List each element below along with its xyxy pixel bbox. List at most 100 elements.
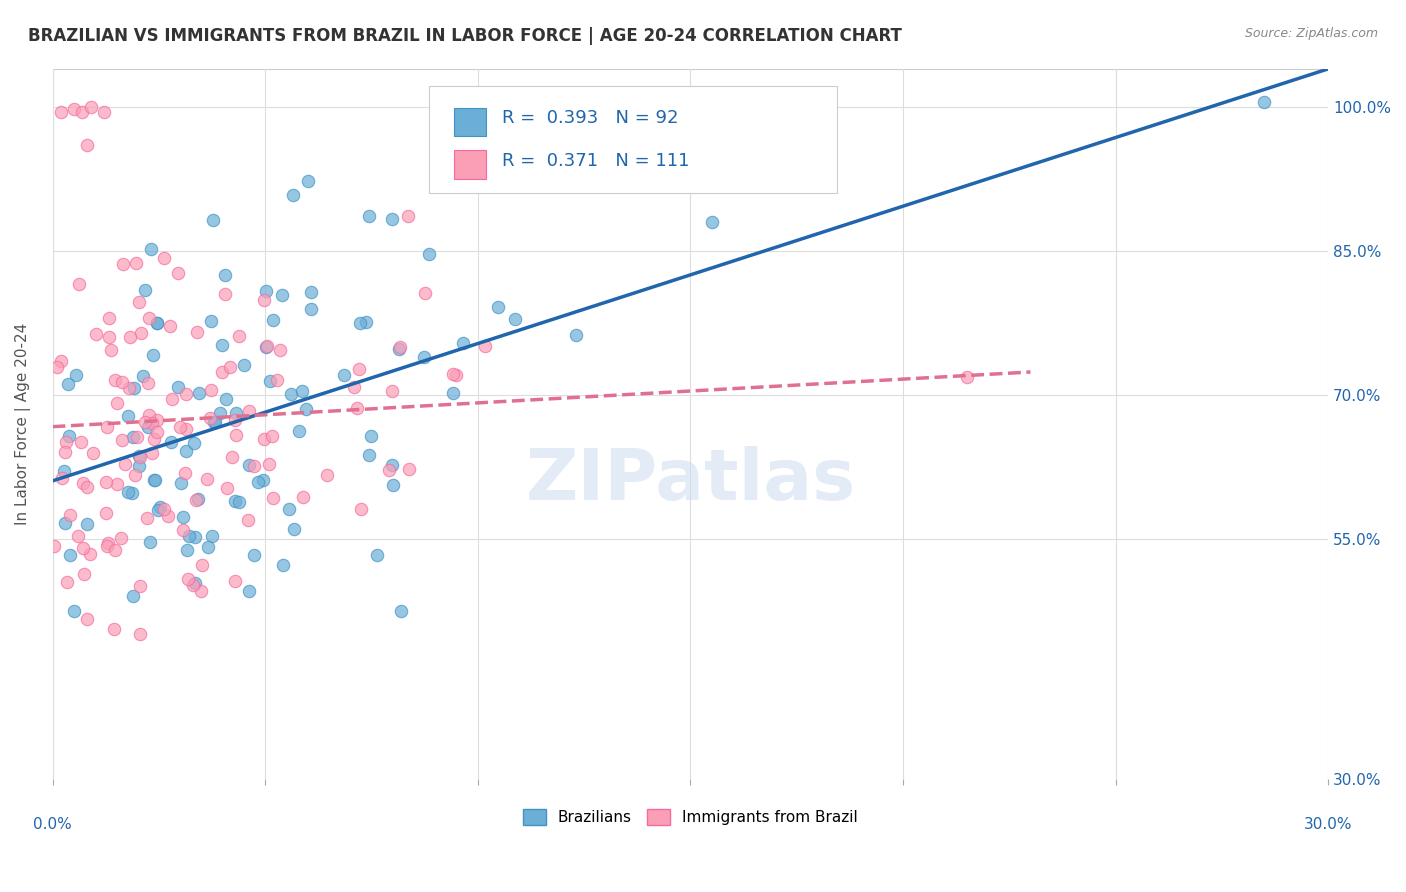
FancyBboxPatch shape xyxy=(454,108,486,136)
Brazilians xyxy=(183,531,205,545)
Brazilians xyxy=(176,543,198,558)
Immigrants from Brazil xyxy=(159,318,181,333)
Immigrants from Brazil xyxy=(45,359,67,374)
Brazilians xyxy=(380,212,402,227)
Immigrants from Brazil xyxy=(59,508,82,522)
Brazilians xyxy=(160,434,183,449)
Immigrants from Brazil xyxy=(956,370,979,384)
Brazilians xyxy=(149,500,172,514)
Text: ZIPatlas: ZIPatlas xyxy=(526,446,855,515)
Brazilians xyxy=(294,402,316,417)
Immigrants from Brazil xyxy=(67,277,90,291)
Immigrants from Brazil xyxy=(104,373,127,387)
Immigrants from Brazil xyxy=(262,491,284,505)
Immigrants from Brazil xyxy=(211,365,233,379)
Brazilians xyxy=(238,583,260,598)
Immigrants from Brazil xyxy=(257,457,280,471)
Immigrants from Brazil xyxy=(82,446,104,460)
Brazilians xyxy=(202,212,225,227)
Immigrants from Brazil xyxy=(184,492,207,507)
Immigrants from Brazil xyxy=(105,476,128,491)
Text: 0.0%: 0.0% xyxy=(34,817,72,832)
Immigrants from Brazil xyxy=(142,432,165,446)
Brazilians xyxy=(242,549,264,563)
Immigrants from Brazil xyxy=(62,102,84,116)
Immigrants from Brazil xyxy=(415,286,437,301)
Brazilians xyxy=(291,384,314,399)
Immigrants from Brazil xyxy=(444,368,467,383)
Immigrants from Brazil xyxy=(157,509,180,524)
Immigrants from Brazil xyxy=(111,376,134,390)
Immigrants from Brazil xyxy=(316,467,339,482)
Text: R =  0.371   N = 111: R = 0.371 N = 111 xyxy=(502,152,689,169)
Immigrants from Brazil xyxy=(219,359,242,374)
Immigrants from Brazil xyxy=(76,138,98,153)
Brazilians xyxy=(418,246,440,260)
Brazilians xyxy=(283,522,305,536)
Immigrants from Brazil xyxy=(49,104,72,119)
Brazilians xyxy=(301,302,323,317)
Brazilians xyxy=(184,576,207,591)
Brazilians xyxy=(301,285,323,299)
Brazilians xyxy=(58,429,80,443)
Brazilians xyxy=(177,529,200,543)
Immigrants from Brazil xyxy=(104,542,127,557)
Immigrants from Brazil xyxy=(266,372,288,386)
Immigrants from Brazil xyxy=(253,432,276,446)
Immigrants from Brazil xyxy=(94,475,117,489)
Immigrants from Brazil xyxy=(55,434,77,449)
Brazilians xyxy=(187,492,209,507)
Immigrants from Brazil xyxy=(72,104,94,119)
Immigrants from Brazil xyxy=(260,429,283,443)
Brazilians xyxy=(145,473,167,487)
Immigrants from Brazil xyxy=(129,450,152,464)
Immigrants from Brazil xyxy=(198,410,221,425)
Immigrants from Brazil xyxy=(186,325,208,339)
Immigrants from Brazil xyxy=(200,384,222,398)
Immigrants from Brazil xyxy=(172,523,194,537)
Immigrants from Brazil xyxy=(112,257,135,271)
Immigrants from Brazil xyxy=(181,578,204,592)
Brazilians xyxy=(211,337,233,351)
Immigrants from Brazil xyxy=(217,481,239,495)
Immigrants from Brazil xyxy=(269,343,291,357)
Immigrants from Brazil xyxy=(120,330,142,344)
Brazilians xyxy=(486,300,509,314)
Brazilians xyxy=(214,268,236,283)
FancyBboxPatch shape xyxy=(454,150,486,178)
Brazilians xyxy=(122,429,145,443)
Brazilians xyxy=(208,406,231,420)
Immigrants from Brazil xyxy=(343,379,366,393)
Brazilians xyxy=(134,283,156,297)
Brazilians xyxy=(200,314,222,328)
Brazilians xyxy=(124,381,146,395)
Immigrants from Brazil xyxy=(76,612,98,626)
Immigrants from Brazil xyxy=(56,575,79,590)
Immigrants from Brazil xyxy=(76,480,98,494)
Brazilians xyxy=(238,458,260,472)
Brazilians xyxy=(215,392,238,406)
Immigrants from Brazil xyxy=(98,329,121,343)
FancyBboxPatch shape xyxy=(429,87,837,193)
Brazilians xyxy=(132,369,155,384)
Immigrants from Brazil xyxy=(145,425,167,439)
Brazilians xyxy=(297,174,319,188)
Text: Source: ZipAtlas.com: Source: ZipAtlas.com xyxy=(1244,27,1378,40)
Immigrants from Brazil xyxy=(174,387,197,401)
Immigrants from Brazil xyxy=(162,392,184,406)
Immigrants from Brazil xyxy=(129,326,152,340)
Brazilians xyxy=(183,435,205,450)
Immigrants from Brazil xyxy=(349,501,371,516)
Immigrants from Brazil xyxy=(169,420,191,434)
Immigrants from Brazil xyxy=(96,420,118,434)
Immigrants from Brazil xyxy=(94,506,117,520)
Immigrants from Brazil xyxy=(128,294,150,309)
Immigrants from Brazil xyxy=(291,490,314,504)
Brazilians xyxy=(228,495,250,509)
Immigrants from Brazil xyxy=(129,579,152,593)
Immigrants from Brazil xyxy=(238,403,260,417)
Immigrants from Brazil xyxy=(97,536,120,550)
Brazilians xyxy=(146,316,169,330)
Immigrants from Brazil xyxy=(51,471,73,485)
Immigrants from Brazil xyxy=(174,466,197,480)
